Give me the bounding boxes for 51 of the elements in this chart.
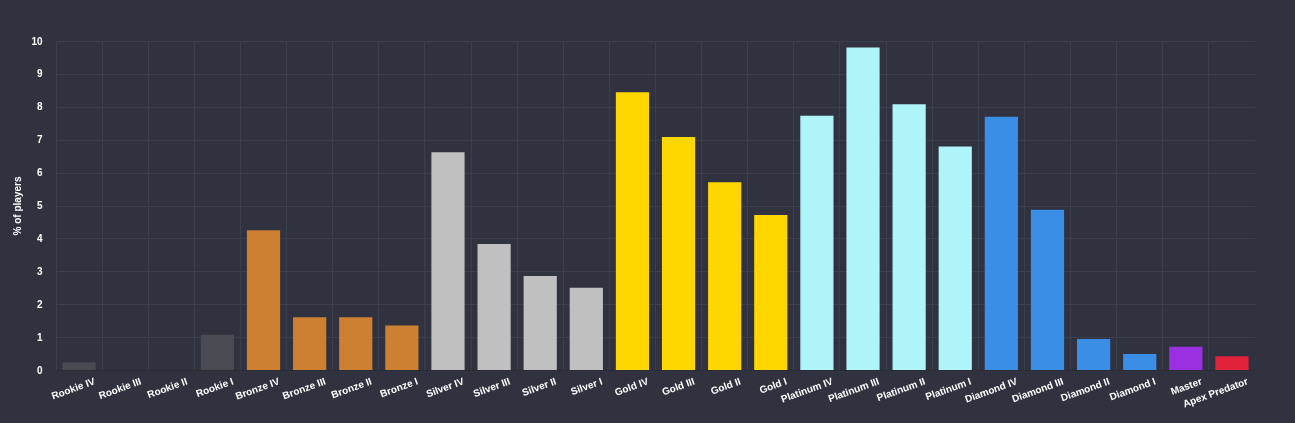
y-axis-title: % of players <box>12 176 24 236</box>
x-tick-label: Silver III <box>471 375 512 400</box>
x-tick-label: Gold III <box>660 375 697 398</box>
x-tick-label: Rookie I <box>194 375 236 400</box>
bar <box>938 146 972 370</box>
bar <box>892 104 926 370</box>
bar <box>339 317 373 370</box>
bar <box>1169 346 1203 370</box>
y-tick-label: 0 <box>36 364 43 376</box>
x-tick-label: Bronze IV <box>233 375 282 402</box>
bar <box>754 215 788 370</box>
bar <box>661 137 696 370</box>
x-tick-label: Bronze I <box>378 375 420 400</box>
y-tick-label: 8 <box>36 101 43 113</box>
x-tick-label: Bronze II <box>329 375 374 401</box>
bar <box>523 275 557 370</box>
bar <box>293 317 327 370</box>
x-tick-label: Gold IV <box>613 375 651 398</box>
y-tick-label: 2 <box>36 298 43 310</box>
bar <box>708 182 742 370</box>
x-tick-label: Rookie IV <box>49 375 97 402</box>
bar <box>1215 356 1249 370</box>
x-tick-label: Silver I <box>569 375 604 398</box>
y-tick-label: 5 <box>36 200 43 211</box>
bar <box>1123 353 1157 370</box>
bar <box>431 152 465 370</box>
bar <box>846 47 880 370</box>
y-tick-label: 6 <box>36 167 43 179</box>
bar <box>1076 339 1111 370</box>
y-tick-label: 7 <box>36 134 43 146</box>
y-tick-label: 4 <box>36 232 43 244</box>
x-tick-label: Rookie III <box>97 375 143 402</box>
bar <box>62 362 96 370</box>
x-tick-label: Gold II <box>709 375 743 397</box>
y-tick-label: 3 <box>36 265 43 277</box>
bar <box>569 287 603 370</box>
y-tick-label: 9 <box>36 68 43 80</box>
bar <box>246 230 281 370</box>
bar <box>385 325 419 370</box>
bar <box>800 115 834 370</box>
bar <box>1030 209 1065 370</box>
bar <box>615 92 650 370</box>
x-tick-label: Silver II <box>520 375 558 399</box>
bar <box>200 334 235 370</box>
y-tick-label: 10 <box>31 35 43 47</box>
y-tick-label: 1 <box>36 331 43 343</box>
x-tick-label: Rookie II <box>145 375 189 401</box>
bar <box>477 243 511 370</box>
x-tick-label: Bronze III <box>280 375 328 402</box>
x-tick-label: Silver IV <box>424 375 466 400</box>
bar <box>984 116 1018 370</box>
